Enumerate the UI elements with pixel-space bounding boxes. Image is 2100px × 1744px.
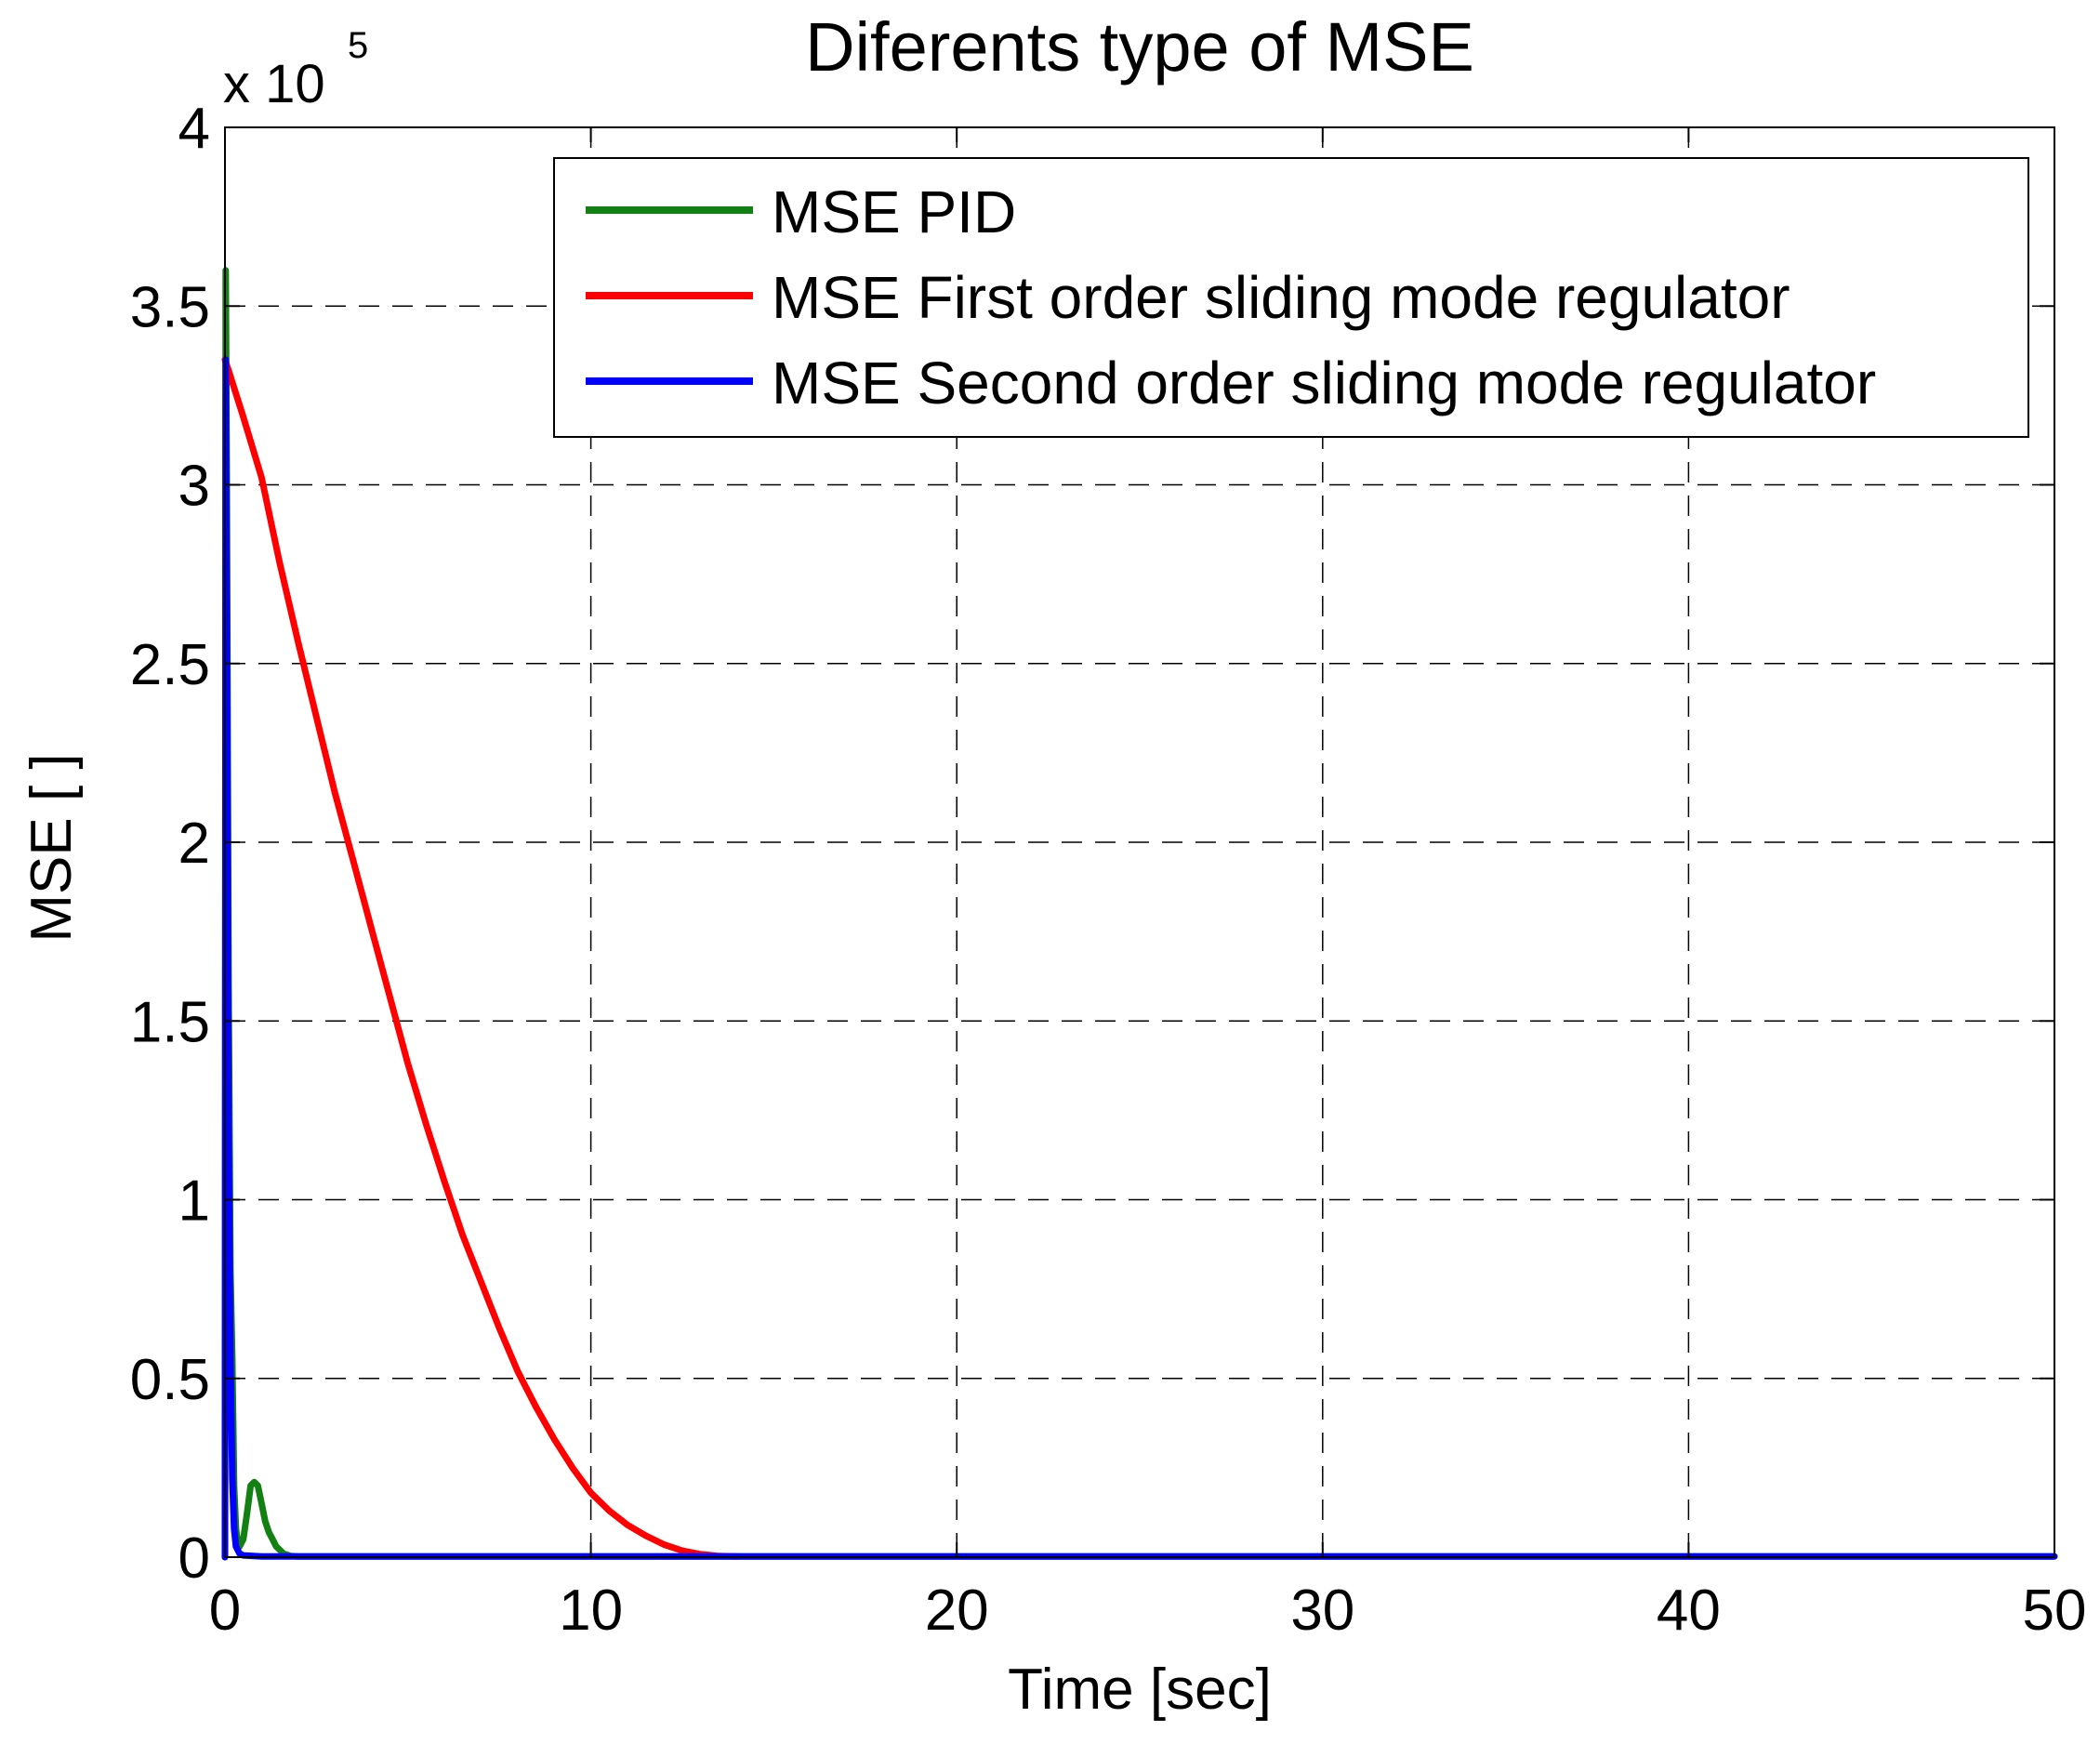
legend-box (553, 157, 2029, 438)
legend: MSE PID MSE First order sliding mode reg… (553, 157, 2029, 438)
x-axis-label: Time [sec] (1008, 1658, 1272, 1722)
x-tick-label: 0 (209, 1579, 241, 1643)
y-tick-label: 2 (178, 812, 210, 876)
x-tick-label: 30 (1290, 1579, 1354, 1643)
y-axis-label: MSE [ ] (20, 753, 84, 942)
axes-layer (224, 126, 2055, 1558)
tick-labels: 0 10 20 30 40 50 0 0.5 1 1.5 2 2.5 3 3.5 4 (130, 97, 2087, 1643)
chart-title: Diferents type of MSE (805, 8, 1474, 86)
y-axis-multiplier: x 10 (223, 54, 325, 114)
y-axis-multiplier-exponent: 5 (348, 25, 368, 66)
x-tick-label: 40 (1657, 1579, 1721, 1643)
legend-label-second-order: MSE Second order sliding mode regulator (772, 350, 1876, 416)
y-tick-label: 2.5 (130, 633, 210, 697)
y-tick-label: 3.5 (130, 275, 210, 339)
x-tick-label: 10 (559, 1579, 623, 1643)
x-tick-label: 50 (2023, 1579, 2087, 1643)
legend-label-first-order: MSE First order sliding mode regulator (772, 264, 1790, 331)
y-tick-label: 4 (178, 97, 210, 161)
y-tick-label: 0.5 (130, 1348, 210, 1412)
y-tick-label: 1 (178, 1169, 210, 1234)
y-tick-label: 1.5 (130, 990, 210, 1054)
legend-label-pid: MSE PID (772, 178, 1016, 245)
y-tick-label: 0 (178, 1526, 210, 1591)
x-tick-label: 20 (925, 1579, 989, 1643)
series-line-first-order (221, 356, 741, 1560)
y-tick-label: 3 (178, 455, 210, 519)
